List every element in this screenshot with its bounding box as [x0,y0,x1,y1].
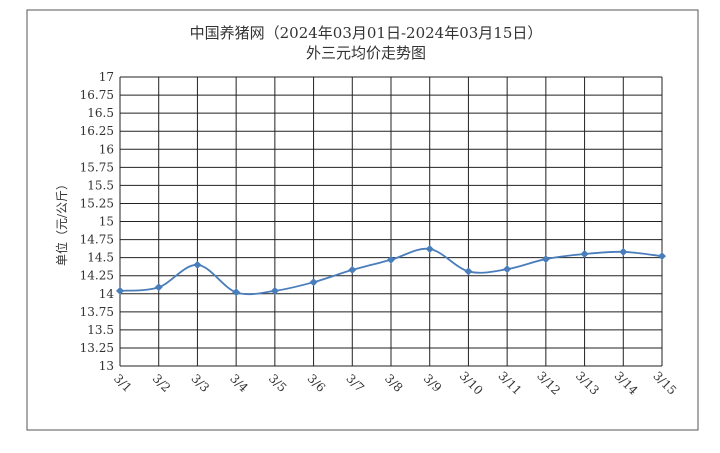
y-tick-label: 13.5 [87,323,114,337]
point-marker [387,255,395,264]
point-marker [154,283,163,292]
point-marker [658,252,666,261]
point-marker [270,286,279,295]
chart-border [26,9,699,431]
point-marker [580,250,589,259]
chart-title: 中国养猪网（2024年03月01日-2024年03月15日） [190,24,543,42]
y-tick-label: 16.75 [80,88,114,102]
x-tick-label: 3/7 [343,371,367,395]
y-axis-label: 单位（元/公斤） [54,178,69,266]
x-tick-label: 3/15 [650,369,679,398]
y-tick-label: 17 [99,70,114,84]
point-marker [193,260,202,269]
chart-subtitle: 外三元均价走势图 [306,44,426,62]
point-marker [232,288,241,297]
x-tick-label: 3/9 [421,371,445,395]
point-marker [425,244,434,253]
y-tick-label: 14.5 [87,251,114,265]
point-marker [503,265,512,274]
point-marker [541,255,550,264]
y-tick-label: 14 [99,287,115,301]
x-tick-label: 3/11 [495,369,524,398]
x-tick-label: 3/8 [382,371,406,395]
x-tick-label: 3/4 [227,371,251,395]
point-marker [619,247,628,256]
x-tick-label: 3/1 [111,371,135,395]
y-tick-label: 16.25 [80,124,114,138]
y-tick-label: 15.5 [87,178,114,192]
point-marker [464,267,473,276]
y-tick-label: 14.25 [80,269,114,283]
x-tick-label: 3/3 [188,371,212,395]
y-tick-label: 16.5 [87,106,114,120]
y-tick-label: 14.75 [80,233,114,247]
x-tick-label: 3/5 [266,371,290,395]
y-tick-label: 13 [99,359,114,373]
y-tick-label: 13.25 [80,341,114,355]
y-tick-label: 15 [99,215,114,229]
x-tick-label: 3/13 [573,369,602,398]
x-tick-label: 3/2 [150,371,174,395]
x-tick-label: 3/12 [534,369,563,398]
x-tick-label: 3/14 [612,369,641,398]
x-tick-label: 3/6 [305,371,329,395]
y-tick-label: 15.75 [80,160,114,174]
point-marker [348,265,357,274]
y-tick-label: 13.75 [80,305,114,319]
y-tick-label: 15.25 [80,196,114,210]
point-marker [309,278,318,287]
point-marker [116,286,124,295]
x-tick-label: 3/10 [457,369,486,398]
y-tick-label: 16 [99,142,114,156]
